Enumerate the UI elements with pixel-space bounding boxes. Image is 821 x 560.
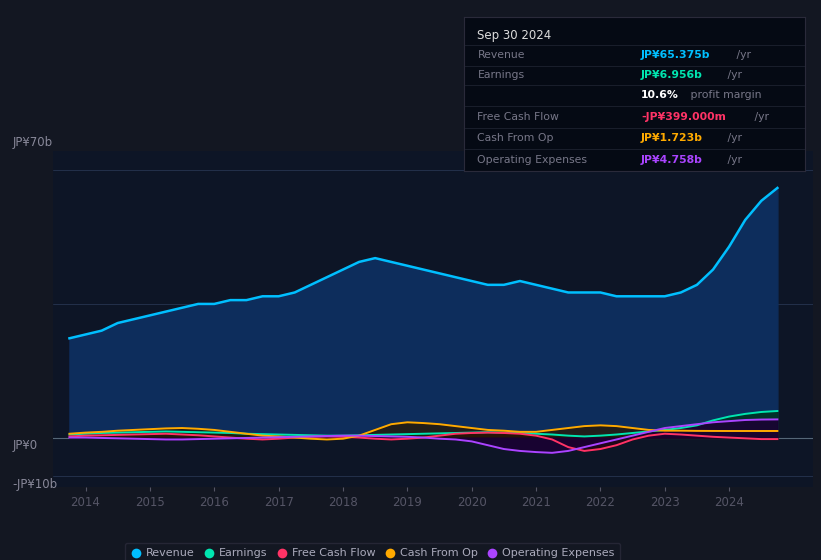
Text: Sep 30 2024: Sep 30 2024 — [478, 29, 552, 42]
Text: Revenue: Revenue — [478, 50, 525, 60]
Text: Free Cash Flow: Free Cash Flow — [478, 112, 559, 122]
Text: Operating Expenses: Operating Expenses — [478, 155, 588, 165]
Text: /yr: /yr — [724, 133, 742, 143]
Text: JP¥70b: JP¥70b — [12, 136, 53, 150]
Text: JP¥4.758b: JP¥4.758b — [641, 155, 703, 165]
Legend: Revenue, Earnings, Free Cash Flow, Cash From Op, Operating Expenses: Revenue, Earnings, Free Cash Flow, Cash … — [125, 543, 620, 560]
Text: -JP¥399.000m: -JP¥399.000m — [641, 112, 726, 122]
Text: /yr: /yr — [724, 71, 742, 80]
Text: /yr: /yr — [724, 155, 742, 165]
Text: JP¥0: JP¥0 — [12, 438, 38, 452]
Text: /yr: /yr — [733, 50, 751, 60]
Text: JP¥65.375b: JP¥65.375b — [641, 50, 710, 60]
Text: JP¥1.723b: JP¥1.723b — [641, 133, 703, 143]
Text: profit margin: profit margin — [687, 90, 762, 100]
Text: /yr: /yr — [751, 112, 769, 122]
Text: Earnings: Earnings — [478, 71, 525, 80]
Text: Cash From Op: Cash From Op — [478, 133, 554, 143]
Text: -JP¥10b: -JP¥10b — [12, 478, 57, 491]
Text: JP¥6.956b: JP¥6.956b — [641, 71, 703, 80]
Text: 10.6%: 10.6% — [641, 90, 679, 100]
